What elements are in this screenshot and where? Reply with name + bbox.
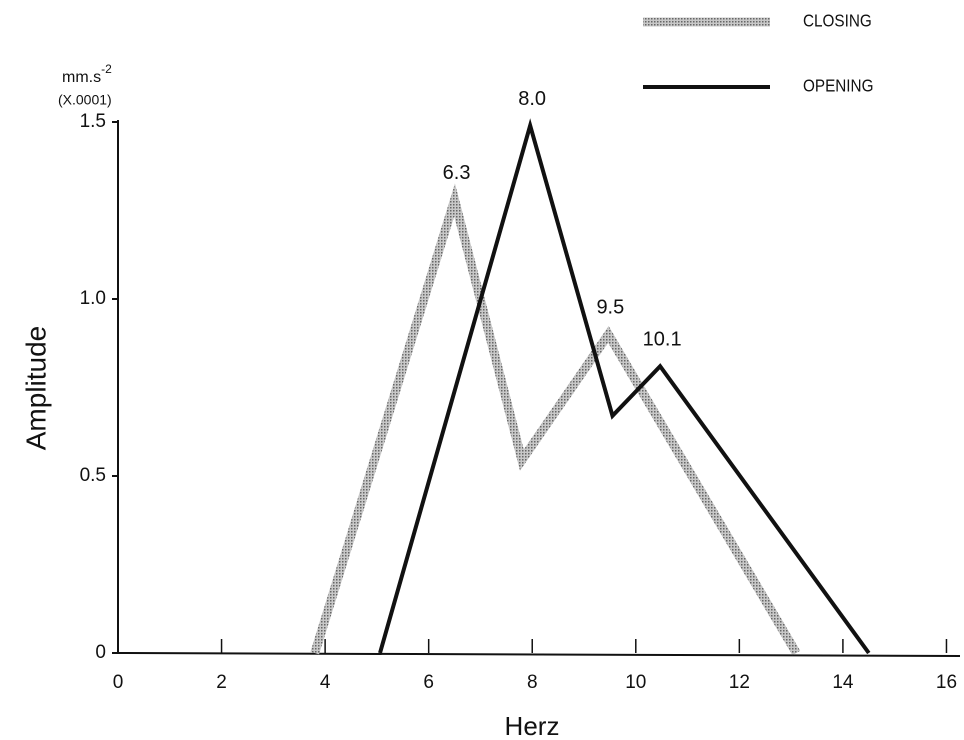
series-line (378, 118, 871, 655)
y-unit-base: mm.s (62, 69, 101, 86)
y-unit: mm.s-2 (62, 62, 112, 86)
x-tick-label: 4 (320, 672, 331, 693)
x-axis-label: Herz (505, 711, 560, 740)
x-tick-label: 16 (936, 672, 957, 693)
y-tick-label: 0 (95, 642, 106, 663)
y-tick-label: 1.5 (80, 111, 106, 132)
x-tick-label: 8 (527, 672, 538, 693)
y-axis-label: Amplitude (20, 326, 51, 451)
peak-label: 8.0 (518, 88, 546, 110)
y-tick-label: 1.0 (80, 288, 106, 309)
peak-label: 6.3 (443, 162, 471, 184)
y-unit-exponent: -2 (101, 62, 112, 76)
legend-label: OPENING (803, 76, 873, 96)
x-tick-label: 0 (113, 672, 124, 693)
y-tick-label: 0.5 (80, 465, 106, 486)
x-tick-label: 6 (423, 672, 434, 693)
x-tick-label: 10 (625, 672, 646, 693)
x-tick-label: 12 (729, 672, 750, 693)
legend-label: CLOSING (803, 11, 872, 31)
y-scale-note: (X.0001) (58, 92, 112, 108)
x-tick-label: 14 (832, 672, 854, 693)
peak-label: 10.1 (643, 329, 682, 351)
peak-label: 9.5 (596, 297, 624, 319)
series-line (310, 183, 801, 656)
x-tick-label: 2 (216, 672, 227, 693)
x-axis (117, 652, 961, 657)
